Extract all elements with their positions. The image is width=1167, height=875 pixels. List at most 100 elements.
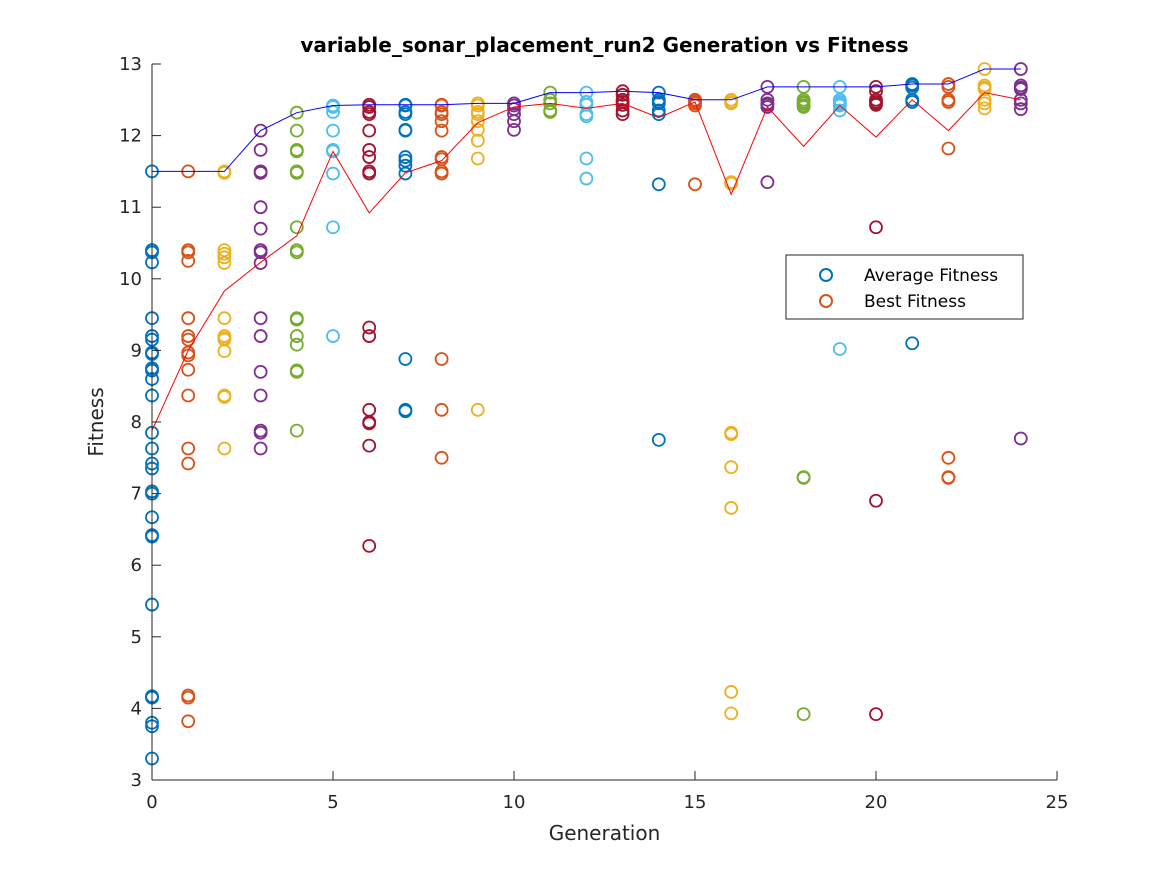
scatter-point xyxy=(869,97,883,112)
scatter-point xyxy=(1013,92,1028,107)
scatter-point xyxy=(326,144,340,159)
scatter-point xyxy=(181,311,196,326)
scatter-point xyxy=(941,450,956,465)
scatter-point xyxy=(724,427,739,442)
scatter-point xyxy=(724,706,739,721)
x-tick-label: 0 xyxy=(146,792,157,813)
scatter-point xyxy=(398,107,413,122)
scatter-point xyxy=(326,123,340,138)
scatter-point xyxy=(470,107,485,122)
scatter-point xyxy=(941,95,956,109)
scatter-point xyxy=(434,450,449,465)
scatter-point xyxy=(688,177,702,192)
scatter-point xyxy=(289,364,304,379)
scatter-point xyxy=(217,390,232,404)
scatter-point xyxy=(326,166,340,181)
scatter-point xyxy=(289,165,304,180)
scatter-point xyxy=(181,441,196,456)
scatter-point xyxy=(362,100,377,114)
scatter-point xyxy=(362,143,377,157)
scatter-point xyxy=(362,329,377,343)
x-tick-label: 20 xyxy=(865,792,888,813)
scatter-point xyxy=(977,92,992,107)
scatter-point xyxy=(253,329,268,343)
scatter-point xyxy=(362,107,377,122)
scatter-point xyxy=(760,100,775,114)
y-tick-label: 3 xyxy=(131,770,142,791)
scatter-point xyxy=(977,101,992,116)
y-tick-label: 11 xyxy=(119,197,142,218)
scatter-point xyxy=(181,348,196,363)
scatter-point xyxy=(869,493,883,508)
scatter-point xyxy=(434,107,449,122)
scatter-point xyxy=(1013,102,1028,117)
scatter-point xyxy=(253,311,268,326)
legend-label-best-fitness: Best Fitness xyxy=(864,292,966,312)
average-fitness-line xyxy=(151,92,1021,431)
scatter-point xyxy=(941,470,956,485)
scatter-point xyxy=(724,685,739,699)
scatter-point xyxy=(253,441,268,456)
scatter-point xyxy=(398,158,413,173)
scatter-point xyxy=(253,221,268,236)
scatter-point xyxy=(651,432,666,447)
scatter-point xyxy=(507,98,521,113)
scatter-point xyxy=(217,246,232,261)
scatter-point xyxy=(253,425,268,440)
scatter-point xyxy=(217,250,232,265)
y-tick-label: 4 xyxy=(131,698,142,719)
x-tick-label: 5 xyxy=(327,792,338,813)
scatter-point xyxy=(760,92,775,107)
x-tick-label: 10 xyxy=(503,792,526,813)
scatter-point xyxy=(362,320,377,335)
legend: Average Fitness Best Fitness xyxy=(785,254,1024,320)
scatter-point xyxy=(217,256,232,270)
scatter-point xyxy=(181,245,196,260)
scatter-point xyxy=(253,165,268,180)
scatter-point xyxy=(543,105,558,119)
scatter-point xyxy=(470,402,485,417)
scatter-point xyxy=(507,122,521,137)
scatter-point xyxy=(977,82,992,96)
scatter-point xyxy=(289,423,304,438)
y-tick-label: 10 xyxy=(119,269,142,290)
scatter-point xyxy=(615,97,630,112)
scatter-point xyxy=(579,109,594,124)
scatter-point xyxy=(362,166,377,181)
scatter-point xyxy=(181,253,196,268)
scatter-point xyxy=(326,329,340,343)
scatter-point xyxy=(579,151,594,166)
scatter-point xyxy=(434,166,449,181)
scatter-point xyxy=(724,176,739,191)
legend-marker-average-fitness xyxy=(819,268,833,282)
scatter-point xyxy=(1013,82,1028,96)
scatter-point xyxy=(289,329,304,343)
scatter-point xyxy=(253,123,268,138)
x-tick-label: 15 xyxy=(684,792,707,813)
legend-label-average-fitness: Average Fitness xyxy=(864,266,998,286)
scatter-point xyxy=(217,165,232,180)
scatter-point xyxy=(362,150,377,164)
scatter-point xyxy=(289,144,304,159)
scatter-point xyxy=(289,220,304,235)
scatter-point xyxy=(977,96,992,111)
legend-box xyxy=(785,254,1024,320)
scatter-point xyxy=(398,150,413,164)
scatter-point xyxy=(651,177,666,192)
trend-lines xyxy=(151,68,1021,431)
scatter-point xyxy=(217,441,232,456)
scatter-point xyxy=(869,707,883,722)
y-tick-label: 7 xyxy=(131,484,142,505)
scatter-point xyxy=(181,388,196,403)
scatter-point xyxy=(470,151,485,166)
scatter-point xyxy=(869,220,883,235)
scatter-point xyxy=(507,107,521,122)
scatter-point xyxy=(253,388,268,403)
axes xyxy=(151,63,1058,781)
scatter-point xyxy=(398,98,413,113)
scatter-point xyxy=(651,107,666,122)
scatter-point xyxy=(217,344,232,359)
scatter-point xyxy=(181,690,196,705)
scatter-point xyxy=(253,200,268,215)
y-tick-label: 12 xyxy=(119,126,142,147)
